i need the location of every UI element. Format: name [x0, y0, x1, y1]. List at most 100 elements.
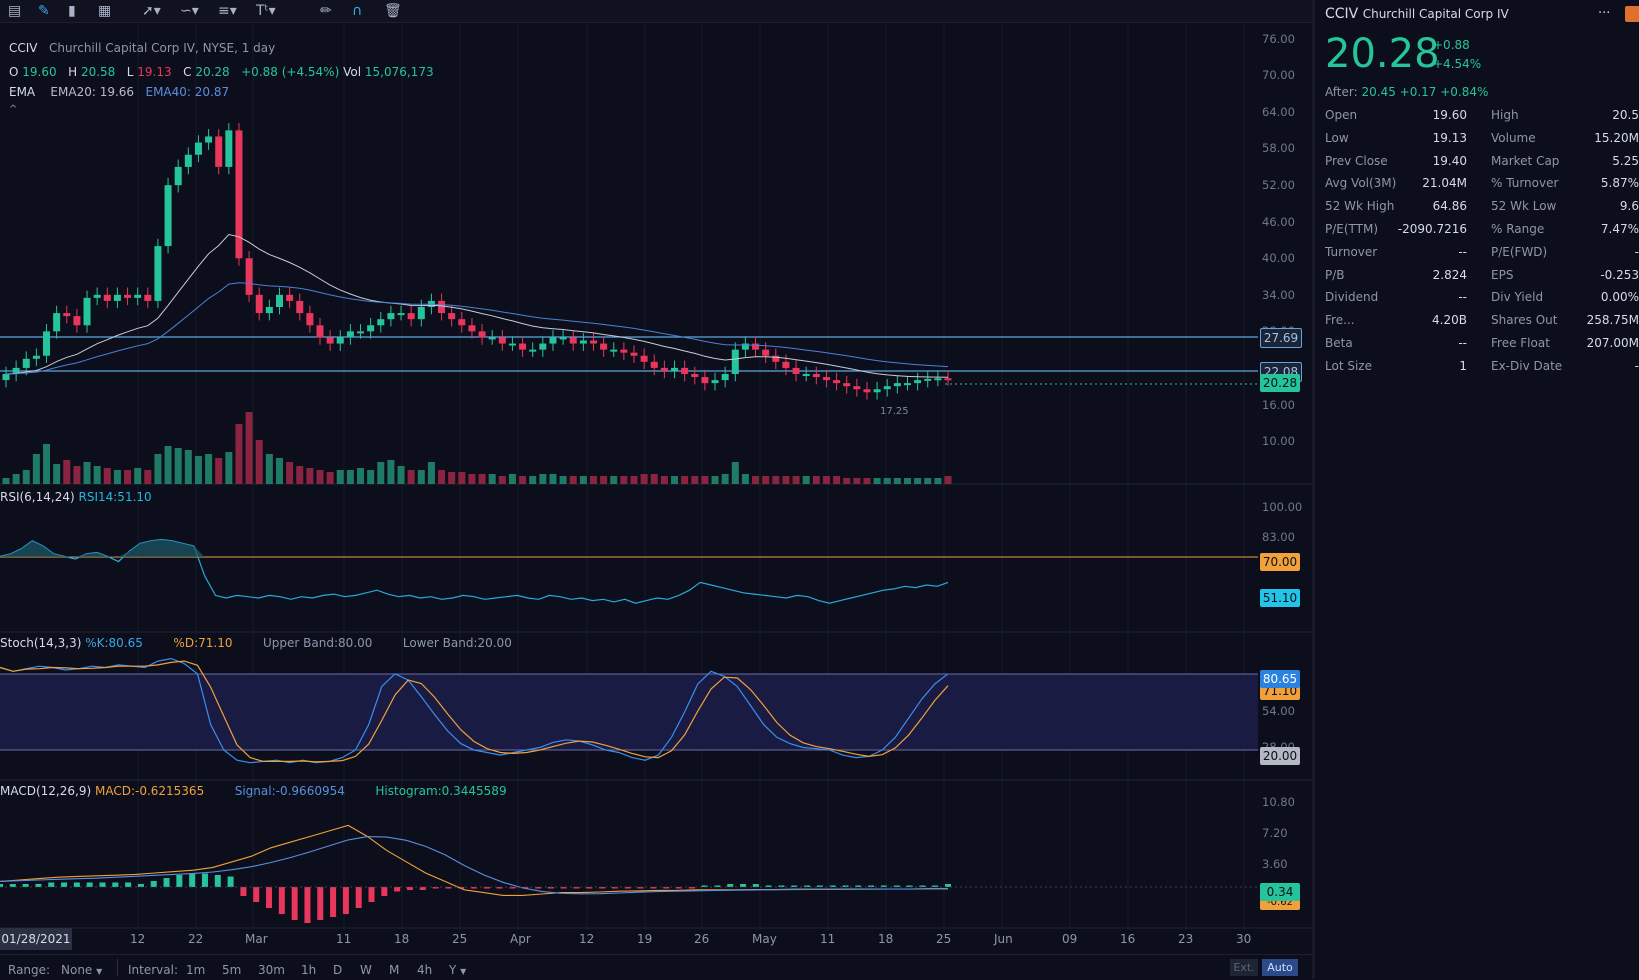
macd-histogram-bar: [765, 885, 772, 887]
candle-body: [833, 380, 841, 384]
candle-body: [731, 349, 739, 374]
range-select[interactable]: None ▼: [61, 963, 102, 977]
macd-histogram-bar: [752, 884, 759, 887]
candle-body: [174, 166, 182, 186]
macd-histogram-bar: [406, 887, 413, 890]
rsi-legend[interactable]: RSI(6,14,24) RSI14:51.10: [0, 490, 152, 504]
chart-canvas[interactable]: [0, 24, 1312, 954]
chart-type-icon[interactable]: ▤: [8, 3, 22, 19]
stoch-k-line: [0, 657, 949, 764]
macd-histogram-bar: [22, 884, 29, 887]
time-axis-tick: 12: [579, 932, 595, 946]
candle-body: [103, 294, 111, 301]
quote-stat-value: --: [1458, 290, 1467, 305]
interval-y[interactable]: Y ▼: [449, 963, 466, 977]
candle-body: [914, 380, 922, 384]
macd-histogram-bar: [240, 887, 247, 896]
volume-bar: [174, 448, 182, 484]
candle-body: [630, 352, 638, 356]
macd-histogram-bar: [932, 885, 939, 887]
auto-scale-toggle[interactable]: Auto: [1262, 959, 1298, 976]
quote-panel: CCIV Churchill Capital Corp IV ··· 20.28…: [1312, 0, 1639, 979]
interval-1h[interactable]: 1h: [301, 963, 317, 977]
volume-bar: [113, 470, 121, 484]
candle-body: [205, 136, 213, 143]
macd-histogram-bar: [48, 882, 55, 887]
chevron-down-icon: ▼: [96, 967, 103, 976]
macd-histogram-bar: [893, 885, 900, 887]
candle-body: [113, 294, 121, 301]
magnet-icon[interactable]: ∩: [352, 3, 363, 19]
quote-stat-value: 5.87%: [1600, 176, 1639, 191]
candle-body: [539, 343, 547, 350]
macd-signal-value: Signal:-0.9660954: [234, 784, 345, 798]
interval-1m[interactable]: 1m: [186, 963, 206, 977]
interval-4h[interactable]: 4h: [417, 963, 433, 977]
ema20-value: EMA20: 19.66: [50, 85, 135, 99]
more-options-icon[interactable]: ···: [1598, 6, 1611, 21]
macd-hist-tag: 0.34: [1260, 883, 1300, 901]
interval-30m[interactable]: 30m: [258, 963, 285, 977]
quote-stat-label: Div Yield: [1491, 290, 1544, 305]
volume-bar: [812, 476, 820, 484]
interval-m[interactable]: M: [389, 963, 400, 977]
price-axis-label: 10.00: [1262, 434, 1295, 448]
alert-icon[interactable]: [1625, 6, 1639, 22]
candle-body: [488, 337, 496, 340]
volume-bar: [539, 474, 547, 484]
interval-5m[interactable]: 5m: [222, 963, 242, 977]
macd-legend[interactable]: MACD(12,26,9) MACD:-0.6215365 Signal:-0.…: [0, 784, 507, 798]
volume-bar: [589, 476, 597, 484]
stoch-axis-54: 54.00: [1262, 704, 1295, 718]
quote-stat-label: EPS: [1491, 267, 1514, 282]
macd-histogram-bar: [727, 884, 734, 887]
volume-bar: [519, 476, 527, 484]
candle-body: [640, 355, 648, 362]
curve-tool-icon[interactable]: ∽▾: [180, 3, 199, 19]
quote-stat-label: Beta: [1325, 336, 1353, 350]
price-axis-label: 70.00: [1262, 68, 1295, 82]
volume-bar: [650, 474, 658, 484]
macd-histogram-bar: [125, 882, 132, 887]
macd-axis-3-6: 3.60: [1262, 857, 1288, 871]
macd-histogram-bar: [35, 884, 42, 887]
price-axis-label: 16.00: [1262, 398, 1295, 412]
interval-w[interactable]: W: [360, 963, 372, 977]
interval-d[interactable]: D: [333, 963, 343, 977]
candle-body: [924, 378, 932, 381]
quote-stat-value: 2.824: [1432, 267, 1467, 282]
line-tool-icon[interactable]: ➚▾: [142, 3, 161, 19]
volume-bar: [924, 478, 932, 484]
volume-bar: [83, 462, 91, 484]
ext-hours-toggle[interactable]: Ext.: [1230, 959, 1258, 976]
brush-icon[interactable]: ✏: [320, 3, 332, 19]
volume-bar: [458, 472, 466, 484]
interval-y-label: Y: [449, 963, 457, 977]
volume-bar: [640, 474, 648, 484]
trash-icon[interactable]: 🗑: [384, 3, 402, 19]
volume-bar: [579, 476, 587, 484]
volume-bar: [873, 478, 881, 484]
candle-body: [22, 358, 30, 368]
collapse-legend-icon[interactable]: ^: [9, 104, 18, 115]
stoch-legend[interactable]: Stoch(14,3,3) %K:80.65 %D:71.10 Upper Ba…: [0, 636, 512, 650]
candle-body: [883, 386, 891, 390]
candle-body: [579, 340, 587, 344]
fib-tool-icon[interactable]: ≡▾: [218, 3, 237, 19]
candle-body: [873, 389, 881, 393]
macd-histogram-bar: [471, 887, 477, 889]
macd-histogram-bar: [330, 887, 337, 917]
ema-legend[interactable]: EMA EMA20: 19.66 EMA40: 20.87: [9, 85, 229, 99]
text-tool-icon[interactable]: Tᵗ▾: [256, 3, 276, 19]
candle-body: [326, 337, 334, 344]
volume-bar: [205, 454, 213, 484]
volume-bar: [671, 476, 679, 484]
layout-grid-icon[interactable]: ▦: [98, 3, 112, 19]
bar-style-icon[interactable]: ▮: [68, 3, 76, 19]
quote-stat-label: Open: [1325, 108, 1358, 122]
candle-body: [610, 349, 618, 352]
pencil-icon[interactable]: ✎: [38, 3, 50, 19]
volume-bar: [843, 478, 851, 484]
candle-body: [296, 300, 304, 314]
price-axis-label: 64.00: [1262, 105, 1295, 119]
